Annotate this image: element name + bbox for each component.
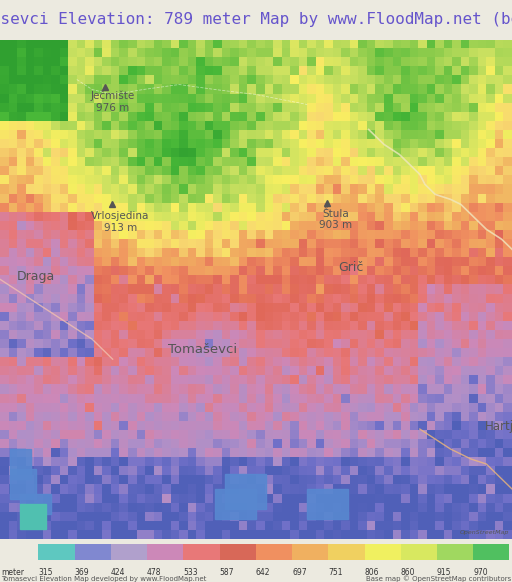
Text: Draga: Draga bbox=[17, 270, 55, 283]
Polygon shape bbox=[10, 469, 36, 499]
Polygon shape bbox=[20, 494, 51, 514]
Bar bbox=[365, 544, 401, 560]
Bar bbox=[401, 544, 437, 560]
Text: Grič: Grič bbox=[338, 261, 364, 274]
Bar bbox=[111, 544, 147, 560]
Bar bbox=[292, 544, 328, 560]
Text: 697: 697 bbox=[292, 568, 307, 577]
Bar bbox=[437, 544, 473, 560]
Text: Vrlosjedina
913 m: Vrlosjedina 913 m bbox=[91, 211, 150, 233]
Polygon shape bbox=[10, 449, 31, 479]
Text: Tomasevci Elevation: 789 meter Map by www.FloodMap.net (beta): Tomasevci Elevation: 789 meter Map by ww… bbox=[0, 12, 512, 27]
Text: 970: 970 bbox=[473, 568, 488, 577]
Text: 369: 369 bbox=[75, 568, 89, 577]
Text: 478: 478 bbox=[147, 568, 162, 577]
Text: 315: 315 bbox=[38, 568, 53, 577]
Bar bbox=[147, 544, 183, 560]
Text: 533: 533 bbox=[183, 568, 198, 577]
Text: Hartj: Hartj bbox=[485, 420, 512, 433]
Text: Tomaševci: Tomaševci bbox=[167, 343, 237, 356]
Polygon shape bbox=[215, 489, 256, 519]
Polygon shape bbox=[20, 504, 46, 529]
Text: Štula
903 m: Štula 903 m bbox=[319, 208, 352, 230]
Text: 915: 915 bbox=[437, 568, 452, 577]
Bar bbox=[328, 544, 365, 560]
Text: 751: 751 bbox=[328, 568, 343, 577]
Text: OpenStreetMap: OpenStreetMap bbox=[460, 530, 509, 535]
Text: Ječmište
976 m: Ječmište 976 m bbox=[91, 91, 135, 113]
Polygon shape bbox=[225, 474, 266, 509]
Text: 806: 806 bbox=[365, 568, 379, 577]
Text: Base map © OpenStreetMap contributors: Base map © OpenStreetMap contributors bbox=[366, 576, 511, 582]
Text: 587: 587 bbox=[220, 568, 234, 577]
Text: 424: 424 bbox=[111, 568, 125, 577]
Bar bbox=[256, 544, 292, 560]
Bar bbox=[75, 544, 111, 560]
Bar bbox=[473, 544, 509, 560]
Bar bbox=[220, 544, 256, 560]
Text: meter: meter bbox=[1, 568, 24, 577]
Bar bbox=[38, 544, 75, 560]
Text: 860: 860 bbox=[401, 568, 415, 577]
Polygon shape bbox=[307, 489, 348, 519]
Text: 642: 642 bbox=[256, 568, 270, 577]
Bar bbox=[183, 544, 220, 560]
Text: Tomasevci Elevation Map developed by www.FloodMap.net: Tomasevci Elevation Map developed by www… bbox=[1, 576, 206, 582]
